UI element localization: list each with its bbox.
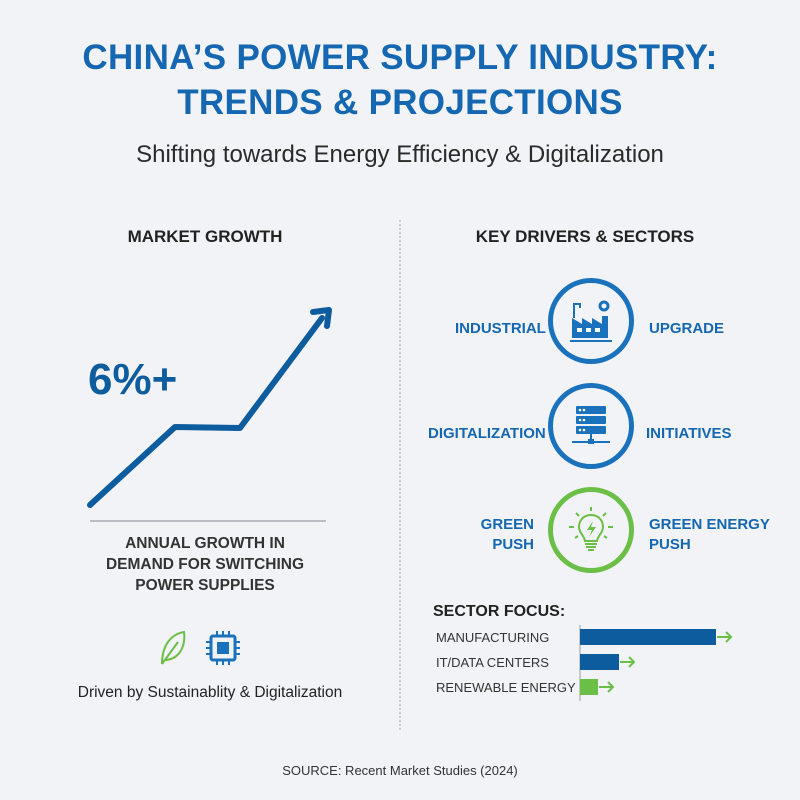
driver-upgrade-label: UPGRADE — [649, 320, 725, 337]
sector-bar — [580, 679, 598, 695]
driver-green-push-label: GREEN PUSH — [470, 515, 534, 555]
arrow-right-icon — [620, 656, 636, 668]
desc-line: ANNUAL GROWTH IN — [125, 535, 285, 552]
growth-line — [87, 315, 325, 508]
source-footer: SOURCE: Recent Market Studies (2024) — [282, 763, 518, 778]
sector-label-manufacturing: MANUFACTURING — [436, 630, 550, 645]
growth-arrowhead — [310, 307, 332, 329]
label-line: GREEN ENERGY — [649, 516, 770, 533]
driver-industrial-label: INDUSTRIAL — [455, 320, 546, 337]
driven-by-text: Driven by Sustainablity & Digitalization — [77, 684, 343, 701]
growth-description: ANNUAL GROWTH IN DEMAND FOR SWITCHING PO… — [60, 533, 350, 596]
factory-gear-icon — [548, 278, 634, 364]
driver-green-energy-label: GREEN ENERGY PUSH — [649, 515, 770, 555]
arrow-right-icon — [717, 631, 733, 643]
sector-label-it: IT/DATA CENTERS — [436, 655, 549, 670]
subtitle: Shifting towards Energy Efficiency & Dig… — [136, 141, 664, 168]
sector-bar — [580, 629, 716, 645]
lightbulb-bolt-icon — [548, 487, 634, 573]
label-line: GREEN — [480, 516, 534, 533]
microchip-icon — [206, 631, 240, 665]
label-line: PUSH — [492, 536, 534, 553]
column-divider — [399, 220, 401, 730]
driver-initiatives-label: INITIATIVES — [646, 425, 732, 442]
growth-value: 6%+ — [88, 355, 178, 404]
market-growth-heading: MARKET GROWTH — [127, 227, 283, 246]
growth-arrow-chart — [87, 307, 332, 522]
sector-focus-heading: SECTOR FOCUS: — [433, 603, 566, 620]
leaf-icon — [161, 630, 186, 665]
label-line: PUSH — [649, 536, 691, 553]
key-drivers-heading: KEY DRIVERS & SECTORS — [475, 227, 695, 246]
desc-line: DEMAND FOR SWITCHING — [105, 556, 305, 573]
arrow-right-icon — [599, 681, 615, 693]
title-line-1: CHINA’S POWER SUPPLY INDUSTRY: — [82, 38, 718, 77]
title-line-2: TRENDS & PROJECTIONS — [177, 83, 623, 122]
driver-digitalization-label: DIGITALIZATION — [428, 425, 546, 442]
sector-bar — [580, 654, 619, 670]
server-network-icon — [548, 383, 634, 469]
sector-label-renewable: RENEWABLE ENERGY — [436, 680, 576, 695]
desc-line: POWER SUPPLIES — [135, 577, 275, 594]
